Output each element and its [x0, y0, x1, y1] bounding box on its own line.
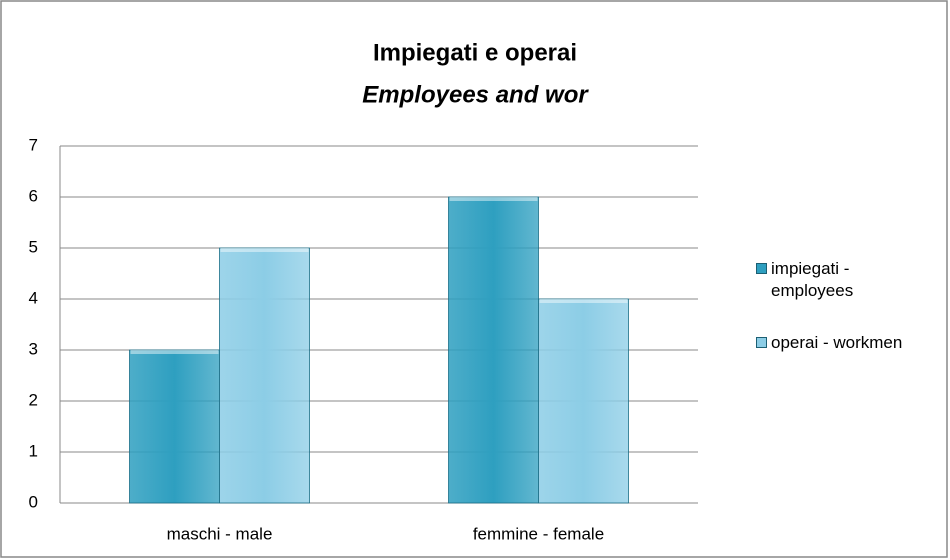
y-tick-label: 5	[29, 237, 38, 256]
legend-swatch	[756, 263, 767, 274]
y-tick-label: 6	[29, 186, 38, 205]
x-tick-label: femmine - female	[473, 524, 604, 543]
y-tick-label: 4	[29, 288, 38, 307]
legend-swatch	[756, 337, 767, 348]
legend-label: impiegati - employees	[771, 259, 854, 300]
bar	[448, 196, 539, 504]
legend-label: operai - workmen	[771, 333, 903, 352]
bar-top	[539, 299, 628, 303]
legend: impiegati - employees operai - workmen	[756, 258, 936, 384]
y-tick-label: 2	[29, 390, 38, 409]
bar-top	[220, 248, 309, 252]
bar-top	[130, 350, 219, 354]
chart-title: Impiegati e operai	[373, 39, 577, 66]
bar	[219, 247, 310, 504]
x-tick-label: maschi - male	[167, 524, 273, 543]
y-tick-label: 7	[29, 135, 38, 154]
y-tick-label: 3	[29, 339, 38, 358]
bar-top	[449, 197, 538, 201]
bar	[538, 298, 629, 504]
legend-item: impiegati - employees	[756, 258, 936, 302]
y-tick-label: 0	[29, 492, 38, 511]
legend-item: operai - workmen	[756, 332, 936, 354]
bar	[129, 349, 220, 504]
chart-subtitle: Employees and wor	[362, 81, 589, 108]
y-tick-label: 1	[29, 441, 38, 460]
